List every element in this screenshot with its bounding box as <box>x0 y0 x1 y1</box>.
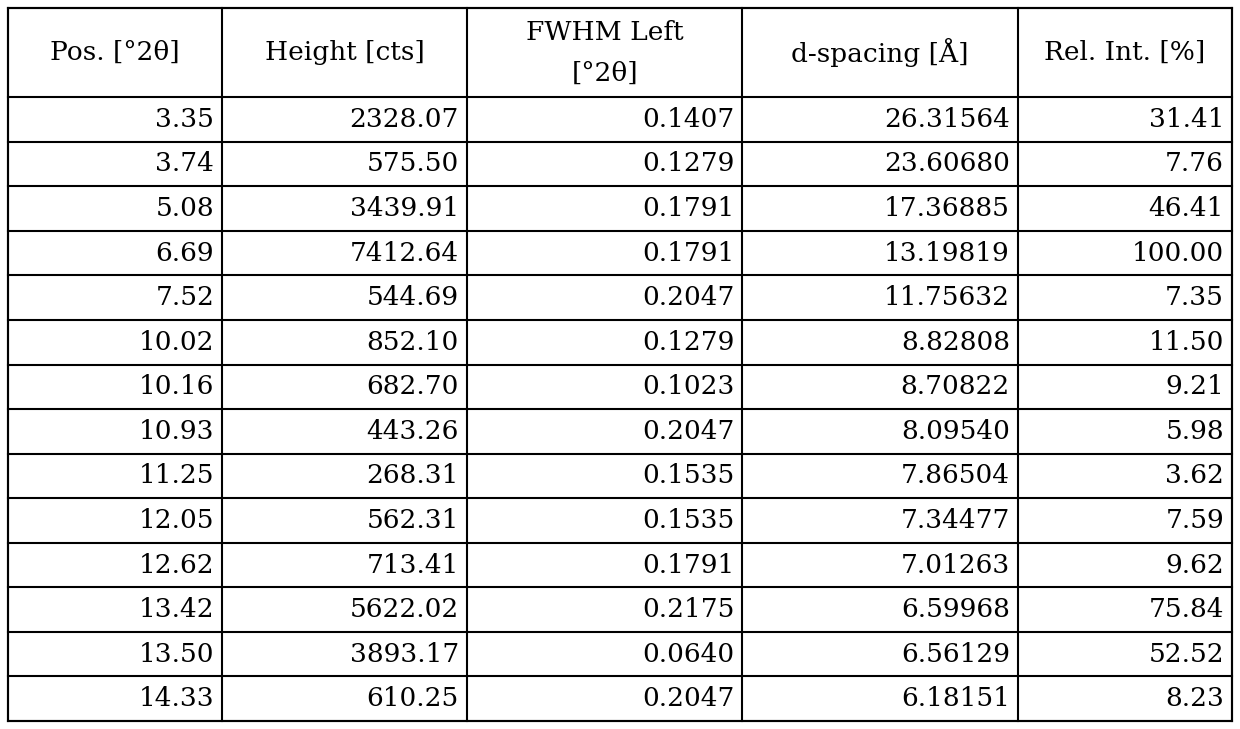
Text: 6.69: 6.69 <box>155 241 215 265</box>
Text: 0.1535: 0.1535 <box>642 508 734 533</box>
Text: 0.1023: 0.1023 <box>642 374 734 399</box>
Text: 11.75632: 11.75632 <box>884 285 1009 310</box>
Text: 0.1535: 0.1535 <box>642 464 734 488</box>
Text: 12.62: 12.62 <box>139 553 215 577</box>
Text: 0.2047: 0.2047 <box>642 686 734 712</box>
Text: 7.86504: 7.86504 <box>900 464 1009 488</box>
Text: 14.33: 14.33 <box>139 686 215 712</box>
Text: 0.0640: 0.0640 <box>642 642 734 666</box>
Text: 0.2047: 0.2047 <box>642 419 734 444</box>
Text: 682.70: 682.70 <box>367 374 459 399</box>
Text: d-spacing [Å]: d-spacing [Å] <box>791 38 968 67</box>
Text: 7.52: 7.52 <box>155 285 215 310</box>
Text: 12.05: 12.05 <box>139 508 215 533</box>
Text: 26.31564: 26.31564 <box>884 107 1009 132</box>
Text: 46.41: 46.41 <box>1148 196 1224 221</box>
Text: Pos. [°2θ]: Pos. [°2θ] <box>51 40 180 65</box>
Text: 9.62: 9.62 <box>1166 553 1224 577</box>
Text: 11.50: 11.50 <box>1148 330 1224 355</box>
Text: Rel. Int. [%]: Rel. Int. [%] <box>1044 40 1205 65</box>
Text: 0.1791: 0.1791 <box>642 196 734 221</box>
Text: 2328.07: 2328.07 <box>350 107 459 132</box>
Text: 5.98: 5.98 <box>1166 419 1224 444</box>
Text: 0.2175: 0.2175 <box>642 597 734 622</box>
Text: 3439.91: 3439.91 <box>350 196 459 221</box>
Text: 610.25: 610.25 <box>367 686 459 712</box>
Text: 13.42: 13.42 <box>139 597 215 622</box>
Text: 10.16: 10.16 <box>139 374 215 399</box>
Text: 3.35: 3.35 <box>155 107 215 132</box>
Text: 100.00: 100.00 <box>1132 241 1224 265</box>
Text: 713.41: 713.41 <box>367 553 459 577</box>
Text: 268.31: 268.31 <box>367 464 459 488</box>
Text: 13.19819: 13.19819 <box>884 241 1009 265</box>
Text: 52.52: 52.52 <box>1148 642 1224 666</box>
Text: Height [cts]: Height [cts] <box>264 40 424 65</box>
Text: 8.82808: 8.82808 <box>900 330 1009 355</box>
Text: FWHM Left
[°2θ]: FWHM Left [°2θ] <box>526 20 683 85</box>
Text: 75.84: 75.84 <box>1148 597 1224 622</box>
Text: 3893.17: 3893.17 <box>350 642 459 666</box>
Text: 443.26: 443.26 <box>367 419 459 444</box>
Text: 10.93: 10.93 <box>139 419 215 444</box>
Text: 7.76: 7.76 <box>1166 152 1224 176</box>
Text: 8.23: 8.23 <box>1166 686 1224 712</box>
Text: 5622.02: 5622.02 <box>350 597 459 622</box>
Text: 11.25: 11.25 <box>139 464 215 488</box>
Text: 9.21: 9.21 <box>1166 374 1224 399</box>
Text: 0.1791: 0.1791 <box>642 241 734 265</box>
Text: 575.50: 575.50 <box>367 152 459 176</box>
Text: 7412.64: 7412.64 <box>350 241 459 265</box>
Text: 6.59968: 6.59968 <box>901 597 1009 622</box>
Text: 0.1279: 0.1279 <box>642 330 734 355</box>
Text: 7.34477: 7.34477 <box>900 508 1009 533</box>
Text: 0.1791: 0.1791 <box>642 553 734 577</box>
Text: 8.70822: 8.70822 <box>900 374 1009 399</box>
Text: 3.62: 3.62 <box>1166 464 1224 488</box>
Text: 31.41: 31.41 <box>1148 107 1224 132</box>
Text: 6.56129: 6.56129 <box>900 642 1009 666</box>
Text: 7.01263: 7.01263 <box>900 553 1009 577</box>
Text: 852.10: 852.10 <box>367 330 459 355</box>
Text: 3.74: 3.74 <box>155 152 215 176</box>
Text: 8.09540: 8.09540 <box>901 419 1009 444</box>
Text: 5.08: 5.08 <box>155 196 215 221</box>
Text: 17.36885: 17.36885 <box>884 196 1009 221</box>
Text: 23.60680: 23.60680 <box>884 152 1009 176</box>
Text: 0.2047: 0.2047 <box>642 285 734 310</box>
Text: 7.59: 7.59 <box>1166 508 1224 533</box>
Text: 6.18151: 6.18151 <box>901 686 1009 712</box>
Text: 10.02: 10.02 <box>139 330 215 355</box>
Text: 7.35: 7.35 <box>1166 285 1224 310</box>
Text: 544.69: 544.69 <box>367 285 459 310</box>
Text: 13.50: 13.50 <box>139 642 215 666</box>
Text: 0.1407: 0.1407 <box>642 107 734 132</box>
Text: 0.1279: 0.1279 <box>642 152 734 176</box>
Text: 562.31: 562.31 <box>367 508 459 533</box>
